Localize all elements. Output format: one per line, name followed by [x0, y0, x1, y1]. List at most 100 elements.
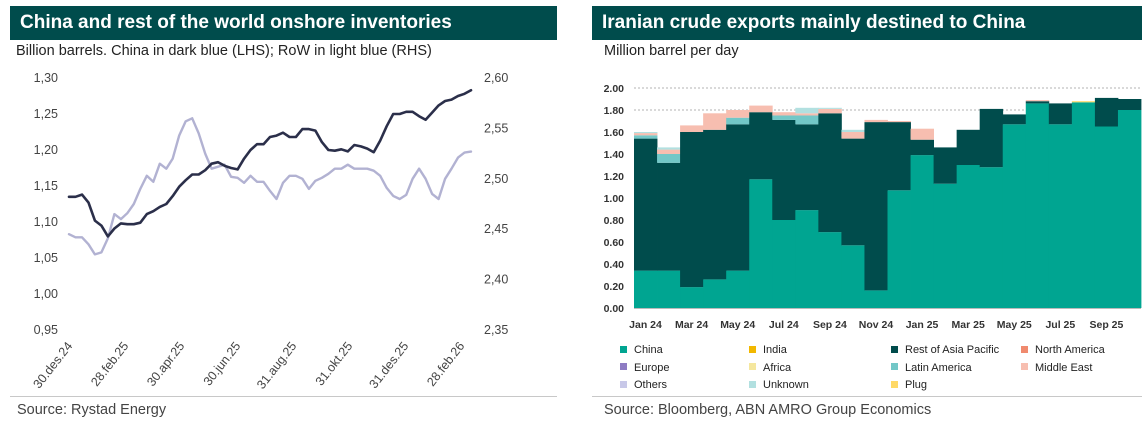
right-chart-source: Source: Bloomberg, ABN AMRO Group Econom…: [604, 402, 932, 418]
x-axis-date-label: 31.okt.25: [313, 339, 356, 388]
legend-item: Middle East: [1021, 360, 1092, 377]
bar-segment-unknown: [634, 132, 658, 134]
chart-legend: China India Rest of Asia Pacific North Amer…: [620, 342, 1140, 394]
legend-swatch: [891, 363, 898, 371]
bar-segment-china: [956, 165, 981, 308]
bar-segment-middle-east: [749, 105, 773, 113]
bar-segment-middle-east: [657, 149, 681, 154]
legend-swatch: [749, 380, 756, 388]
china-inventory-line: [67, 88, 473, 238]
bar-segment-middle-east: [726, 110, 750, 118]
left-footer-divider: [10, 396, 557, 397]
bar-segment-china: [818, 232, 842, 308]
bar-segment-rest-of-asia-pacific: [680, 132, 704, 288]
legend-label: Europe: [634, 361, 670, 374]
left-axis-tick-label: 1,25: [34, 107, 58, 121]
x-axis-date-label: 31.des.25: [367, 339, 412, 391]
legend-label: China: [634, 344, 663, 356]
legend-item: China: [620, 342, 663, 359]
inventories-line-chart: 1,30 1,25 1,20 1,15 1,10 1,05 1,00 0,95 2,60 2,55…: [31, 71, 509, 392]
y-axis-tick-label: 0.60: [604, 237, 625, 249]
legend-item: Europe: [620, 360, 669, 377]
x-axis-month-label: Jan 25: [906, 319, 939, 331]
bar-segment-latin-america: [634, 135, 658, 139]
right-axis-tick-label: 2,50: [484, 172, 508, 186]
right-footer-divider: [592, 396, 1142, 397]
legend-item: Others: [620, 377, 667, 394]
bar-segment-china: [749, 179, 773, 308]
row-inventory-line: [67, 117, 473, 256]
legend-swatch: [1021, 345, 1028, 353]
left-axis-tick-label: 1,20: [34, 143, 58, 157]
bar-segment-middle-east: [772, 112, 796, 116]
legend-label: Plug: [905, 379, 928, 391]
left-chart-panel: China and rest of the world onshore inve…: [0, 0, 557, 427]
legend-item: Plug: [891, 377, 927, 394]
bar-segment-unknown: [795, 107, 819, 114]
x-axis-month-label: Jul 25: [1045, 319, 1075, 331]
bar-segment-middle-east: [1025, 100, 1050, 102]
right-chart-subtitle: Million barrel per day: [604, 43, 739, 59]
bar-segment-china: [887, 190, 911, 308]
bar-segment-latin-america: [772, 115, 796, 120]
bar-segment-china: [1048, 124, 1073, 308]
bar-segment-china: [795, 210, 819, 308]
legend-swatch: [620, 380, 627, 388]
y-axis-tick-label: 0.20: [604, 281, 625, 293]
x-axis-month-label: May 24: [720, 319, 755, 331]
legend-swatch: [620, 345, 627, 353]
x-axis-month-label: Mar 24: [675, 319, 708, 331]
bar-segment-latin-america: [657, 154, 681, 163]
bar-segment-rest-of-asia-pacific: [979, 108, 1004, 168]
bar-segment-rest-of-asia-pacific: [1002, 114, 1027, 125]
bar-segment-rest-of-asia-pacific: [841, 138, 865, 246]
x-axis-date-label: 28.feb.26: [424, 339, 467, 389]
bar-segment-rest-of-asia-pacific: [703, 129, 727, 280]
legend-swatch: [749, 345, 756, 353]
legend-label: Latin America: [905, 361, 972, 374]
bar-segment-china: [933, 183, 958, 308]
bar-segment-unknown: [841, 129, 865, 132]
bar-segment-middle-east: [634, 133, 658, 136]
legend-item: Latin America: [891, 360, 972, 377]
bar-segment-china: [979, 167, 1004, 308]
left-axis-tick-label: 1,00: [34, 287, 58, 301]
x-axis-month-label: Jan 24: [629, 319, 662, 331]
legend-item: North America: [1021, 342, 1105, 359]
left-axis-tick-label: 0,95: [34, 323, 58, 337]
bar-segment-rest-of-asia-pacific: [726, 124, 750, 271]
legend-item: India: [749, 342, 787, 359]
bar-segment-china: [680, 287, 704, 308]
x-axis-month-label: Sep 24: [813, 319, 847, 331]
x-axis-month-label: Nov 24: [859, 319, 894, 331]
right-axis-tick-label: 2,60: [484, 71, 508, 85]
bar-segment-rest-of-asia-pacific: [1117, 99, 1142, 110]
bar-segment-rest-of-asia-pacific: [749, 112, 773, 180]
bar-segment-china: [1117, 110, 1142, 308]
y-axis-tick-label: 0.00: [604, 303, 625, 315]
legend-label: Unknown: [763, 379, 809, 391]
bar-segment-china: [841, 245, 865, 308]
right-axis-tick-label: 2,45: [484, 222, 508, 236]
right-chart-title: Iranian crude exports mainly destined to…: [592, 6, 1142, 40]
x-axis-month-label: Jul 24: [769, 319, 799, 331]
bar-segment-middle-east: [818, 108, 842, 114]
legend-swatch: [891, 345, 898, 353]
bar-segment-rest-of-asia-pacific: [795, 124, 819, 211]
bar-segment-china: [1094, 126, 1119, 308]
left-chart-subtitle: Billion barrels. China in dark blue (LHS…: [16, 43, 432, 59]
y-axis-tick-label: 0.80: [604, 215, 625, 227]
right-axis-tick-label: 2,55: [484, 121, 508, 135]
bar-segment-china: [726, 270, 750, 308]
x-axis-date-label: 31.aug.25: [254, 339, 299, 391]
legend-label: Rest of Asia Pacific: [905, 344, 1000, 356]
bar-segment-china: [1071, 102, 1096, 308]
bar-segment-plug: [1071, 101, 1096, 103]
bar-segment-rest-of-asia-pacific: [657, 162, 681, 271]
left-axis-tick-label: 1,30: [34, 71, 58, 85]
bar-segment-china: [772, 220, 796, 308]
bar-segment-latin-america: [726, 117, 750, 125]
x-axis-date-label: 30.apr.25: [144, 339, 187, 389]
bar-segment-china: [910, 155, 934, 308]
bar-segment-rest-of-asia-pacific: [864, 122, 888, 291]
